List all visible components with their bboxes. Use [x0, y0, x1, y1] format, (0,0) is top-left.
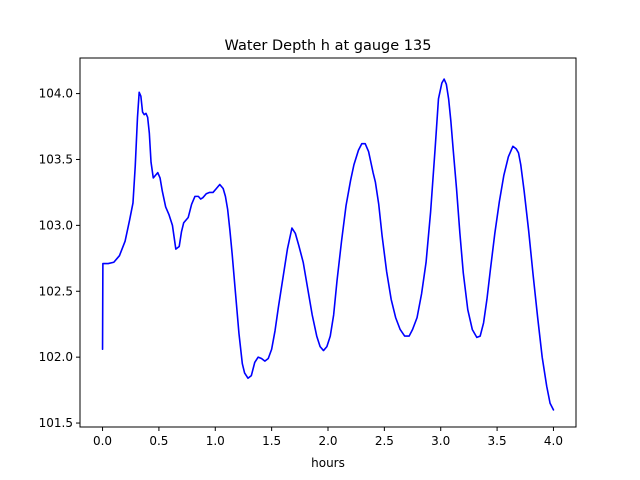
- x-tick-label: 1.0: [206, 434, 225, 448]
- y-tick-label: 102.5: [39, 284, 73, 298]
- y-tick-label: 103.0: [39, 218, 73, 232]
- x-axis-label: hours: [311, 456, 345, 470]
- series-line-0: [101, 78, 555, 411]
- y-axis-ticks: 101.5 102.0 102.5 103.0 103.5 104.0: [39, 87, 80, 430]
- x-tick-label: 3.5: [488, 434, 507, 448]
- y-tick-label: 101.5: [39, 416, 73, 430]
- x-tick-label: 3.0: [431, 434, 450, 448]
- chart-title: Water Depth h at gauge 135: [225, 38, 432, 54]
- x-tick-label: 1.5: [262, 434, 281, 448]
- x-axis-ticks: 0.0 0.5 1.0 1.5 2.0 2.5 3.0 3.5 4.0: [93, 427, 563, 448]
- y-tick-label: 104.0: [39, 87, 73, 101]
- x-tick-label: 0.0: [93, 434, 112, 448]
- x-tick-label: 2.5: [375, 434, 394, 448]
- x-tick-label: 4.0: [544, 434, 563, 448]
- y-tick-label: 102.0: [39, 350, 73, 364]
- x-tick-label: 0.5: [149, 434, 168, 448]
- y-tick-label: 103.5: [39, 152, 73, 166]
- x-tick-label: 2.0: [318, 434, 337, 448]
- series-layer: [101, 78, 555, 411]
